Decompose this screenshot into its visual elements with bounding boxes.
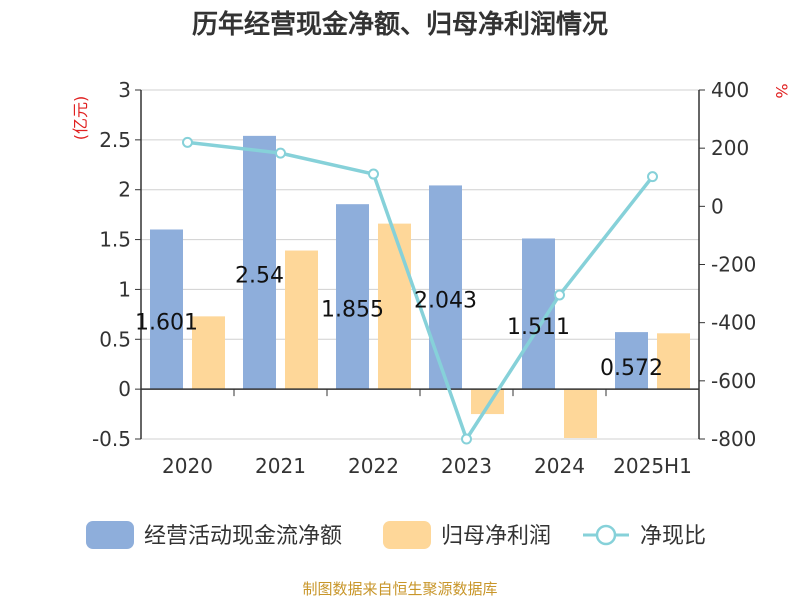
left-tick-label: 3	[118, 78, 131, 102]
ratio-polyline	[187, 140, 654, 441]
bar-net-profit	[564, 389, 597, 439]
left-tick-label: 1.5	[99, 228, 131, 252]
x-tick-label: 2022	[348, 454, 399, 478]
right-tick-label: -400	[711, 311, 756, 335]
ratio-point	[182, 136, 193, 148]
bar-cashflow	[429, 185, 462, 390]
cashflow-data-label: 0.572	[600, 356, 663, 381]
left-axis-unit: (亿元)	[71, 96, 90, 141]
bar-cashflow	[615, 332, 648, 390]
x-tick-label: 2025H1	[613, 454, 692, 478]
right-tick-label: 400	[711, 78, 749, 102]
left-axis-ticks: 3 2.5 2 1.5 1 0.5 0 -0.5	[92, 78, 141, 451]
cashflow-data-label: 1.601	[135, 310, 198, 335]
right-tick-label: -600	[711, 369, 756, 393]
legend-swatch-cashflow	[86, 521, 134, 549]
right-tick-label: 200	[711, 136, 749, 160]
bar-cashflow	[150, 229, 183, 390]
left-tick-label: 0.5	[99, 327, 131, 351]
ratio-point	[647, 171, 658, 183]
right-tick-label: -200	[711, 253, 756, 277]
left-tick-label: 2	[118, 178, 131, 202]
cashflow-data-label: 2.54	[235, 264, 284, 289]
ratio-line	[182, 136, 658, 445]
source-note: 制图数据来自恒生聚源数据库	[302, 580, 497, 598]
left-tick-label: 1	[118, 277, 131, 301]
x-tick-label: 2024	[534, 454, 585, 478]
right-tick-label: -800	[711, 427, 756, 451]
x-tick-label: 2021	[255, 454, 306, 478]
legend: 经营活动现金流净额 归母净利润 净现比	[86, 521, 706, 549]
right-tick-label: 0	[711, 194, 724, 218]
chart-title: 历年经营现金净额、归母净利润情况	[192, 9, 608, 40]
left-tick-label: 0	[118, 377, 131, 401]
cashflow-data-label: 1.511	[507, 315, 570, 340]
legend-marker-ratio	[595, 524, 617, 546]
cashflow-data-label: 1.855	[321, 298, 384, 323]
bar-cashflow	[522, 238, 555, 390]
ratio-point	[275, 147, 286, 159]
x-tick-label: 2023	[441, 454, 492, 478]
right-axis-ticks: 400 200 0 -200 -400 -600 -800	[699, 78, 756, 451]
legend-label-ratio: 净现比	[640, 524, 706, 549]
ratio-point	[368, 168, 379, 180]
x-axis-ticks: 2020 2021 2022 2023 2024 2025H1	[140, 389, 700, 478]
cashflow-data-label: 2.043	[414, 288, 477, 313]
bar-cashflow	[243, 135, 276, 390]
left-tick-label: 2.5	[99, 128, 131, 152]
legend-swatch-net-profit	[383, 521, 431, 549]
bar-net-profit	[378, 223, 411, 390]
x-tick-label: 2020	[162, 454, 213, 478]
bar-net-profit	[192, 316, 225, 390]
bar-net-profit	[471, 389, 504, 415]
bars	[150, 135, 690, 439]
left-tick-label: -0.5	[92, 427, 131, 451]
bar-cashflow	[336, 204, 369, 390]
right-axis-unit: %	[772, 83, 791, 98]
ratio-point	[461, 433, 472, 445]
data-labels: 1.601 2.54 1.855 2.043 1.511 0.572	[135, 264, 663, 382]
bar-net-profit	[657, 333, 690, 390]
bar-net-profit	[285, 250, 318, 390]
legend-label-cashflow: 经营活动现金流净额	[144, 524, 342, 549]
ratio-point	[554, 289, 565, 301]
legend-label-net-profit: 归母净利润	[441, 524, 551, 549]
